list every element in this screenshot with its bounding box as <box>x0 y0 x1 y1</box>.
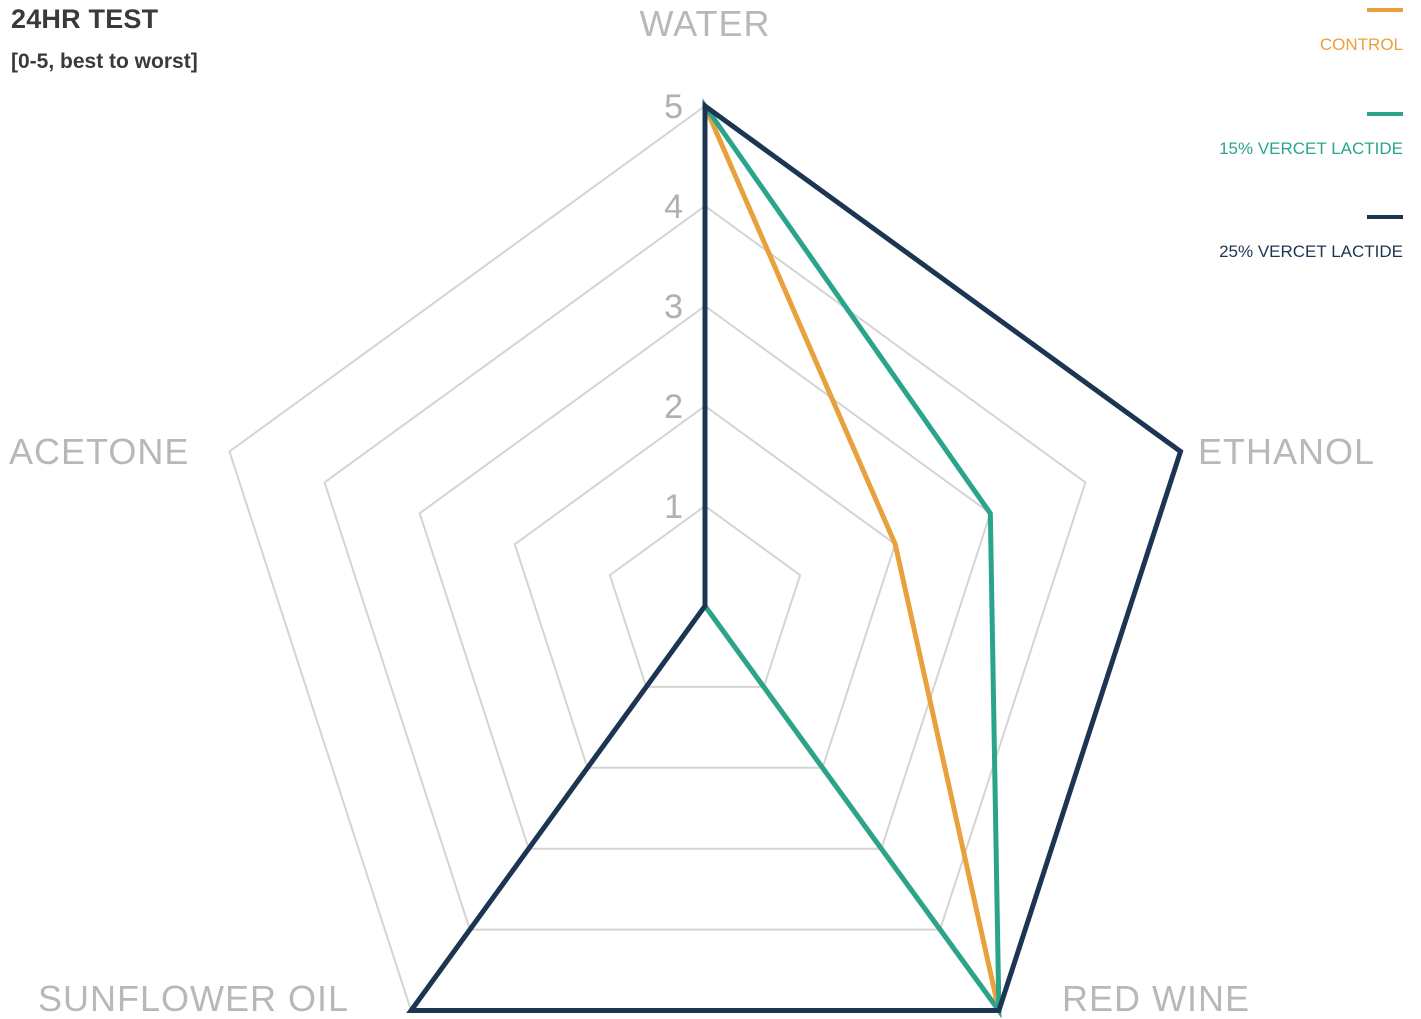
axis-label: SUNFLOWER OIL <box>38 978 349 1019</box>
series-line <box>702 105 1002 1012</box>
tick-label: 1 <box>664 488 683 526</box>
chart-subtitle: [0-5, best to worst] <box>11 50 198 73</box>
legend-swatch <box>1367 215 1403 219</box>
axis-labels: WATER ETHANOL RED WINE SUNFLOWER OIL ACETONE <box>9 3 1375 1019</box>
legend-swatch <box>1367 8 1403 12</box>
tick-label: 5 <box>664 88 683 126</box>
legend-item: 15% VERCET LACTIDE <box>1083 112 1403 172</box>
chart-title: 24HR TEST <box>11 4 159 34</box>
tick-label: 2 <box>664 388 683 426</box>
legend-label: 15% VERCET LACTIDE <box>1219 139 1403 158</box>
axis-label: RED WINE <box>1062 978 1250 1019</box>
grid-ring <box>418 304 992 850</box>
legend: CONTROL 15% VERCET LACTIDE 25% VERCET LACT… <box>1083 0 1403 280</box>
grid-ring <box>323 204 1087 931</box>
grid-ring <box>513 404 897 769</box>
axis-label: ETHANOL <box>1198 431 1375 472</box>
axis-label: WATER <box>640 3 771 44</box>
legend-label: 25% VERCET LACTIDE <box>1219 242 1403 261</box>
legend-item: CONTROL <box>1083 8 1403 68</box>
series-line <box>406 101 1184 1014</box>
legend-label: CONTROL <box>1319 35 1403 54</box>
tick-labels: 1 2 3 4 5 <box>664 88 683 526</box>
series <box>406 98 1184 1019</box>
tick-label: 3 <box>664 288 683 326</box>
legend-item: 25% VERCET LACTIDE <box>1083 215 1403 275</box>
legend-swatch <box>1367 112 1403 116</box>
grid-ring <box>608 504 802 688</box>
tick-label: 4 <box>664 188 683 226</box>
axis-label: ACETONE <box>9 431 189 472</box>
series-line <box>702 98 1002 1019</box>
